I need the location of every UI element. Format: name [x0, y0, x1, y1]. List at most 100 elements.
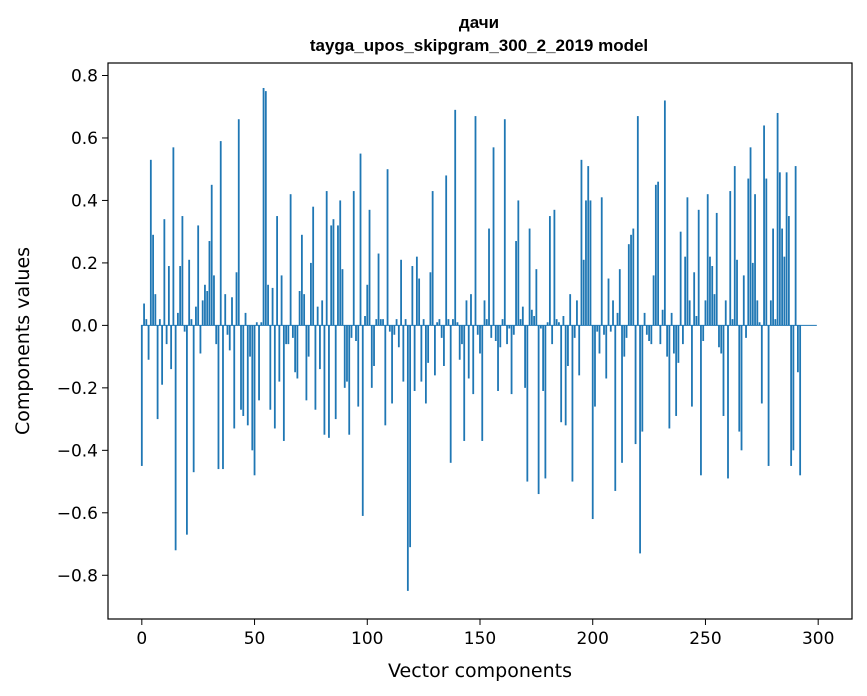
bar	[787, 216, 790, 326]
bar	[686, 197, 689, 326]
bar	[765, 178, 768, 326]
bar	[395, 319, 398, 326]
bar	[343, 325, 346, 388]
bar	[244, 312, 247, 326]
bar	[666, 325, 669, 357]
bar	[763, 125, 765, 326]
bar	[722, 325, 725, 416]
bar	[382, 319, 384, 326]
bar	[242, 325, 245, 416]
bar	[262, 87, 265, 326]
bar	[781, 228, 784, 326]
bar	[454, 109, 457, 326]
bar	[612, 300, 614, 326]
bar	[481, 325, 484, 441]
bar	[285, 325, 288, 345]
bar	[323, 325, 326, 435]
bar	[337, 225, 339, 326]
bar	[226, 325, 229, 335]
bar	[409, 325, 412, 548]
bar	[431, 191, 434, 326]
bar	[769, 300, 772, 326]
bar	[790, 325, 793, 466]
bar	[154, 294, 157, 326]
bar	[427, 325, 430, 363]
bar	[742, 275, 745, 326]
y-tick-label: −0.8	[57, 566, 98, 586]
bar	[312, 206, 315, 326]
bar	[420, 325, 423, 382]
bar	[276, 216, 278, 326]
bar	[535, 269, 538, 326]
bar	[706, 194, 709, 326]
bar	[443, 325, 445, 366]
bar	[334, 325, 337, 420]
bar	[424, 325, 427, 404]
bar	[727, 325, 729, 479]
bar	[267, 284, 269, 326]
bar	[474, 116, 477, 326]
bar	[499, 325, 502, 348]
bar	[603, 325, 605, 335]
bar	[544, 325, 547, 479]
bar	[479, 325, 481, 354]
bar	[645, 325, 648, 335]
y-axis-label: Components values	[12, 247, 34, 435]
bar	[213, 275, 215, 326]
bar	[415, 256, 418, 326]
bar	[384, 325, 387, 426]
bar	[632, 228, 635, 326]
bar	[237, 119, 240, 326]
bar	[373, 325, 375, 366]
bar	[747, 178, 750, 326]
bar	[713, 294, 716, 326]
bar	[630, 234, 632, 326]
bar	[368, 209, 371, 326]
bar	[567, 325, 569, 366]
bar	[521, 306, 524, 326]
bar	[253, 325, 256, 476]
bar	[503, 119, 506, 326]
bar	[280, 275, 283, 326]
bar	[332, 219, 335, 326]
bar	[745, 325, 747, 338]
bar	[393, 325, 396, 335]
bar	[643, 312, 646, 326]
bar	[467, 325, 470, 379]
bar	[585, 200, 587, 326]
y-tick-label: 0.2	[71, 254, 98, 274]
bar	[589, 200, 592, 326]
bar	[571, 325, 574, 482]
bar	[366, 284, 369, 326]
bar	[456, 322, 459, 326]
bar	[452, 319, 454, 326]
bar	[551, 325, 554, 345]
bar	[677, 325, 680, 363]
bar	[179, 266, 182, 326]
bar	[255, 322, 258, 326]
bar	[799, 325, 802, 476]
bar	[582, 259, 585, 326]
bar	[711, 266, 714, 326]
bar	[720, 325, 723, 354]
bar	[715, 212, 718, 326]
bar	[700, 325, 702, 476]
bar	[208, 241, 211, 326]
bar	[530, 309, 533, 326]
bars-group	[140, 87, 802, 591]
bar	[204, 284, 206, 326]
bar	[201, 300, 204, 326]
bar	[181, 216, 184, 326]
bar	[659, 325, 662, 345]
bar	[411, 266, 414, 326]
bar	[158, 319, 161, 326]
bar	[357, 325, 360, 407]
bar	[695, 316, 698, 326]
bar	[339, 200, 342, 326]
bar	[625, 325, 628, 338]
bar	[652, 275, 655, 326]
bar	[222, 325, 224, 470]
bar	[348, 325, 351, 435]
bar	[702, 325, 705, 341]
